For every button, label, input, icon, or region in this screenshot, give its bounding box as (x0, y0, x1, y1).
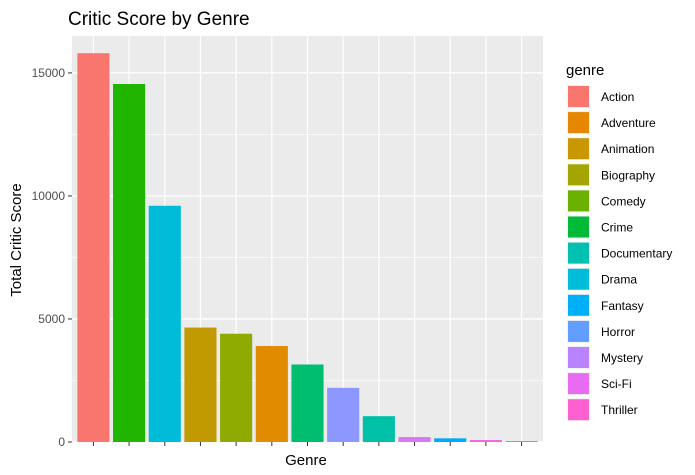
legend: genre Action Adventure Animation Biography C… (566, 62, 672, 422)
bar-comedy (113, 83, 146, 443)
legend-swatch-drama (568, 268, 589, 290)
legend-swatch-fantasy (568, 294, 589, 316)
bar-mystery (398, 437, 431, 442)
legend-label: Mystery (601, 351, 643, 365)
legend-swatch-animation (568, 138, 589, 160)
y-tick-label: 15000 (32, 66, 66, 80)
y-tick-label: 10000 (32, 189, 66, 203)
legend-swatch-thriller (568, 399, 589, 421)
legend-swatch-adventure (568, 112, 589, 134)
legend-swatch-horror (568, 320, 589, 342)
bar-drama (148, 205, 181, 442)
bar-documentary (362, 416, 395, 442)
bar-horror (327, 387, 360, 442)
legend-label: Horror (601, 325, 635, 339)
legend-label: Sci-Fi (601, 377, 632, 391)
bar-action (77, 53, 110, 442)
legend-label: Biography (601, 168, 655, 182)
bar-crime (291, 364, 324, 442)
bar-thriller (505, 441, 538, 442)
legend-swatch-sci-fi (568, 373, 589, 395)
x-axis-title: Genre (285, 452, 327, 469)
y-axis-title: Total Critic Score (8, 183, 25, 296)
x-axis (92, 442, 523, 446)
legend-label: Drama (601, 273, 637, 287)
legend-label: Crime (601, 221, 633, 235)
bar-animation (184, 327, 217, 442)
legend-label: Action (601, 90, 634, 104)
legend-swatch-mystery (568, 347, 589, 368)
legend-label: Thriller (601, 403, 638, 417)
y-axis: 0 5000 10000 15000 (32, 66, 72, 449)
legend-label: Fantasy (601, 299, 644, 313)
legend-swatch-comedy (568, 190, 589, 212)
y-tick-label: 0 (58, 435, 65, 449)
bar-sci-fi (469, 440, 502, 442)
legend-label: Comedy (601, 194, 646, 208)
legend-swatch-action (568, 86, 589, 107)
legend-label: Documentary (601, 247, 672, 261)
plot-panel (72, 36, 543, 443)
legend-label: Animation (601, 142, 654, 156)
legend-label: Adventure (601, 116, 656, 130)
legend-swatch-biography (568, 164, 589, 186)
chart-title: Critic Score by Genre (68, 9, 250, 30)
bar-fantasy (434, 438, 467, 442)
y-tick-label: 5000 (38, 312, 65, 326)
legend-swatch-crime (568, 216, 589, 238)
legend-swatch-documentary (568, 242, 589, 264)
bar-biography (220, 333, 253, 442)
legend-title: genre (566, 62, 604, 79)
bar-adventure (255, 346, 288, 442)
